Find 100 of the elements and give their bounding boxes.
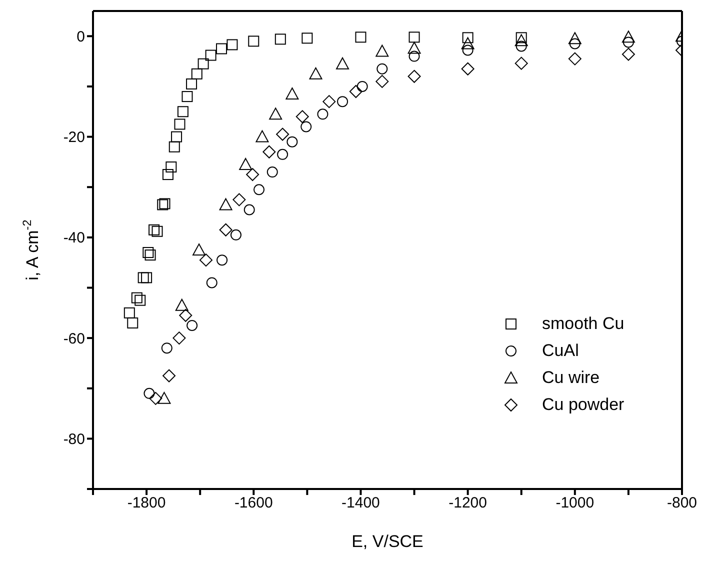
point xyxy=(175,298,188,311)
point xyxy=(408,32,420,43)
point xyxy=(158,392,171,404)
point xyxy=(569,38,580,50)
point xyxy=(355,32,366,43)
point xyxy=(337,96,348,108)
point xyxy=(191,68,202,80)
point xyxy=(568,32,582,44)
point xyxy=(253,184,264,196)
point xyxy=(134,294,146,306)
x-tick-label: -800 xyxy=(666,494,698,512)
point xyxy=(127,317,138,328)
point xyxy=(141,272,152,284)
point xyxy=(408,42,421,54)
point xyxy=(216,43,228,54)
x-tick-label: -1600 xyxy=(234,494,273,512)
point xyxy=(182,91,193,102)
point xyxy=(286,88,299,100)
point xyxy=(622,48,635,61)
x-tick-label: -1200 xyxy=(448,494,488,512)
point xyxy=(142,247,154,258)
y-tick-label: -20 xyxy=(63,129,85,146)
point xyxy=(192,244,206,256)
point xyxy=(276,128,290,141)
point xyxy=(131,292,142,304)
point xyxy=(462,32,474,44)
point xyxy=(219,223,232,236)
point xyxy=(514,34,528,46)
point xyxy=(622,30,635,43)
point xyxy=(168,141,180,152)
point xyxy=(186,320,198,331)
point xyxy=(171,131,182,142)
point xyxy=(408,70,421,83)
point xyxy=(144,388,155,399)
point xyxy=(205,50,216,61)
point xyxy=(152,226,163,237)
point xyxy=(274,34,286,45)
point xyxy=(161,342,172,354)
point xyxy=(174,118,186,130)
legend-label: Cu wire xyxy=(542,368,600,388)
point xyxy=(162,369,176,382)
point xyxy=(149,392,162,405)
point xyxy=(568,52,582,66)
point xyxy=(461,37,474,50)
point xyxy=(376,44,389,57)
legend-label: Cu powder xyxy=(542,394,624,414)
point xyxy=(216,254,228,266)
point xyxy=(172,332,186,345)
point xyxy=(239,158,252,170)
point xyxy=(256,130,269,142)
y-tick-label: -40 xyxy=(63,230,85,247)
x-tick-label: -1800 xyxy=(127,494,166,512)
x-tick-label: -1400 xyxy=(342,494,380,512)
point xyxy=(322,95,336,108)
point xyxy=(408,50,420,62)
point xyxy=(248,36,260,47)
point xyxy=(309,67,322,80)
point xyxy=(317,108,328,120)
point xyxy=(302,32,313,44)
point xyxy=(162,169,174,180)
legend-label: CuAl xyxy=(542,340,579,360)
point xyxy=(277,148,288,160)
x-axis-title: E, V/SCE xyxy=(352,532,424,551)
point xyxy=(266,166,278,178)
y-tick-label: -80 xyxy=(63,431,85,448)
point xyxy=(186,78,198,90)
point xyxy=(286,136,298,148)
point xyxy=(206,277,218,288)
point xyxy=(219,198,232,210)
point xyxy=(199,254,212,267)
point xyxy=(514,56,528,70)
point xyxy=(356,80,368,92)
point xyxy=(177,106,188,118)
point xyxy=(230,229,242,240)
point xyxy=(148,224,160,236)
point xyxy=(296,110,309,124)
point xyxy=(461,62,474,76)
point xyxy=(516,32,527,44)
point xyxy=(300,121,312,132)
point xyxy=(262,145,276,158)
point xyxy=(336,57,350,70)
point xyxy=(462,44,474,56)
point xyxy=(166,161,177,172)
y-tick-label: -60 xyxy=(63,330,85,348)
point xyxy=(349,85,362,98)
point xyxy=(124,307,135,318)
point xyxy=(144,250,156,261)
point xyxy=(244,204,255,216)
point xyxy=(269,108,282,120)
legend-label: smooth Cu xyxy=(542,314,624,334)
point xyxy=(198,58,209,70)
point xyxy=(138,272,149,284)
point xyxy=(232,193,246,206)
point xyxy=(376,63,388,74)
point xyxy=(179,308,192,322)
point xyxy=(516,40,527,52)
point xyxy=(376,74,389,88)
point xyxy=(226,39,238,50)
point xyxy=(246,168,260,182)
point xyxy=(622,36,634,48)
